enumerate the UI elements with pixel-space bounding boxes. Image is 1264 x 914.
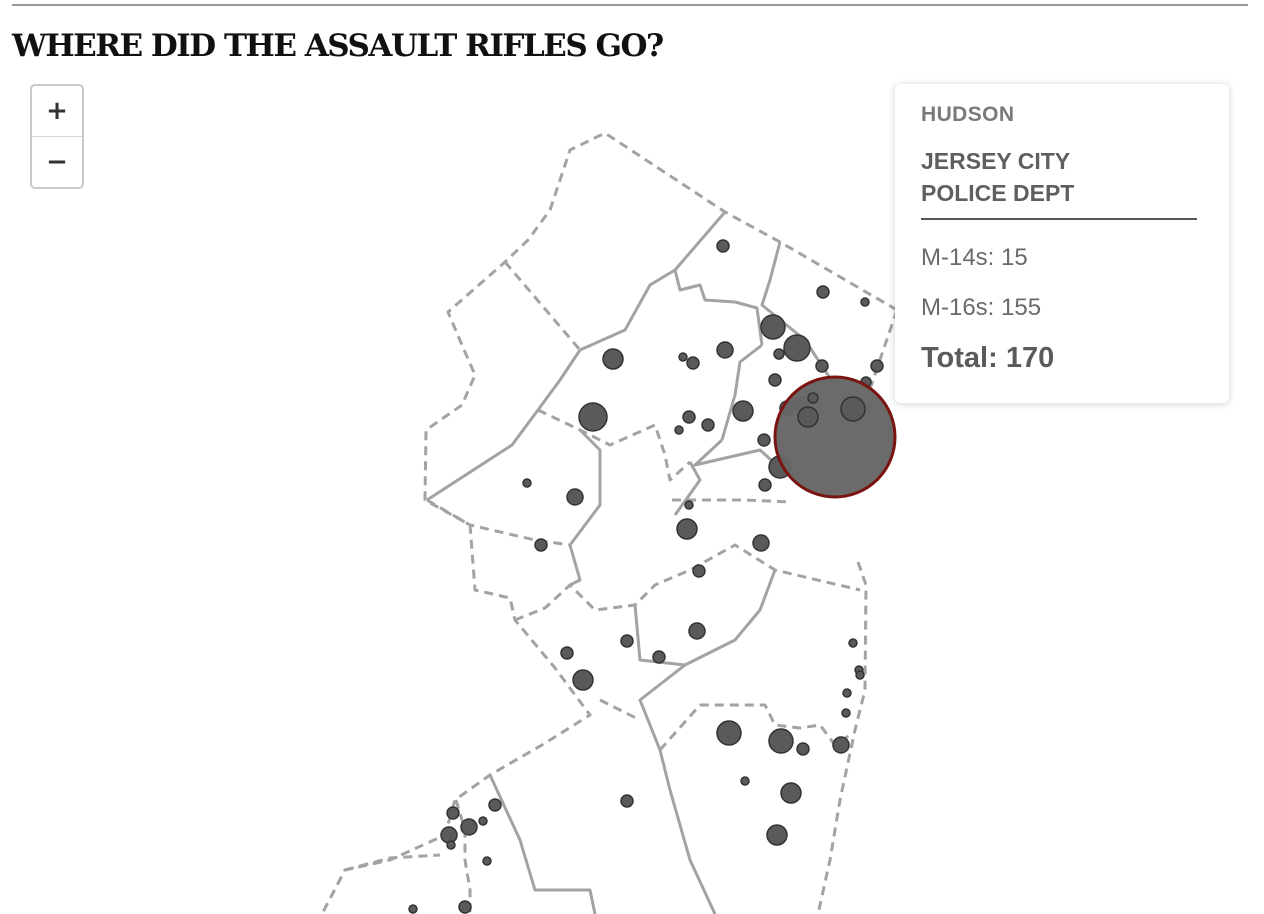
agency-marker[interactable] bbox=[693, 565, 705, 577]
agency-marker[interactable] bbox=[702, 419, 714, 431]
agency-marker[interactable] bbox=[523, 479, 531, 487]
agency-marker[interactable] bbox=[761, 315, 785, 339]
agency-marker[interactable] bbox=[849, 639, 857, 647]
agency-marker[interactable] bbox=[842, 709, 850, 717]
agency-marker[interactable] bbox=[679, 353, 687, 361]
agency-marker[interactable] bbox=[687, 357, 699, 369]
state-outline bbox=[322, 133, 897, 914]
agency-marker[interactable] bbox=[798, 407, 818, 427]
agency-marker[interactable] bbox=[461, 819, 477, 835]
agency-marker[interactable] bbox=[784, 335, 810, 361]
agency-marker[interactable] bbox=[653, 651, 665, 663]
agency-marker[interactable] bbox=[621, 635, 633, 647]
selected-agency-marker[interactable] bbox=[775, 377, 895, 497]
agency-marker[interactable] bbox=[573, 670, 593, 690]
zoom-out-button[interactable]: − bbox=[32, 137, 82, 187]
zoom-control: + − bbox=[30, 84, 84, 189]
agency-marker[interactable] bbox=[717, 342, 733, 358]
page-title: WHERE DID THE ASSAULT RIFLES GO? bbox=[12, 24, 663, 68]
agency-marker[interactable] bbox=[409, 905, 417, 913]
agency-marker[interactable] bbox=[817, 286, 829, 298]
info-tooltip: HUDSON JERSEY CITY POLICE DEPT M-14s: 15… bbox=[895, 84, 1229, 403]
agency-marker[interactable] bbox=[841, 397, 865, 421]
agency-marker[interactable] bbox=[675, 426, 683, 434]
agency-marker[interactable] bbox=[483, 857, 491, 865]
agency-marker[interactable] bbox=[816, 360, 828, 372]
zoom-in-button[interactable]: + bbox=[32, 86, 82, 137]
agency-marker[interactable] bbox=[567, 489, 583, 505]
tooltip-total: Total: 170 bbox=[921, 342, 1203, 375]
agency-marker[interactable] bbox=[769, 374, 781, 386]
agency-marker[interactable] bbox=[871, 360, 883, 372]
agency-marker[interactable] bbox=[808, 393, 818, 403]
agency-marker[interactable] bbox=[683, 411, 695, 423]
tooltip-agency-line2: POLICE DEPT bbox=[921, 177, 1197, 209]
agency-marker[interactable] bbox=[685, 501, 693, 509]
agency-marker[interactable] bbox=[733, 401, 753, 421]
agency-marker[interactable] bbox=[579, 403, 607, 431]
agency-marker[interactable] bbox=[447, 807, 459, 819]
tooltip-county: HUDSON bbox=[921, 103, 1203, 127]
agency-marker[interactable] bbox=[447, 841, 455, 849]
agency-marker[interactable] bbox=[677, 519, 697, 539]
agency-marker[interactable] bbox=[459, 901, 471, 913]
agency-marker[interactable] bbox=[621, 795, 633, 807]
agency-marker[interactable] bbox=[861, 298, 869, 306]
agency-marker[interactable] bbox=[759, 479, 771, 491]
agency-marker[interactable] bbox=[717, 240, 729, 252]
agency-marker[interactable] bbox=[769, 729, 793, 753]
agency-marker[interactable] bbox=[479, 817, 487, 825]
tooltip-agency: JERSEY CITY POLICE DEPT bbox=[921, 145, 1197, 220]
agency-marker[interactable] bbox=[797, 743, 809, 755]
agency-marker[interactable] bbox=[603, 349, 623, 369]
agency-marker[interactable] bbox=[717, 721, 741, 745]
agency-marker[interactable] bbox=[753, 535, 769, 551]
agency-marker[interactable] bbox=[561, 647, 573, 659]
top-rule bbox=[12, 4, 1248, 6]
agency-marker[interactable] bbox=[489, 799, 501, 811]
agency-marker[interactable] bbox=[781, 783, 801, 803]
agency-marker[interactable] bbox=[741, 777, 749, 785]
agency-marker[interactable] bbox=[774, 349, 784, 359]
tooltip-m16-count: M-16s: 155 bbox=[921, 294, 1203, 322]
agency-marker[interactable] bbox=[767, 825, 787, 845]
agency-marker[interactable] bbox=[441, 827, 457, 843]
agency-markers[interactable] bbox=[409, 240, 883, 913]
tooltip-agency-line1: JERSEY CITY bbox=[921, 145, 1197, 177]
agency-marker[interactable] bbox=[833, 737, 849, 753]
tooltip-m14-count: M-14s: 15 bbox=[921, 244, 1203, 272]
agency-marker[interactable] bbox=[843, 689, 851, 697]
agency-marker[interactable] bbox=[758, 434, 770, 446]
agency-marker[interactable] bbox=[689, 623, 705, 639]
agency-marker[interactable] bbox=[535, 539, 547, 551]
agency-marker[interactable] bbox=[856, 671, 864, 679]
